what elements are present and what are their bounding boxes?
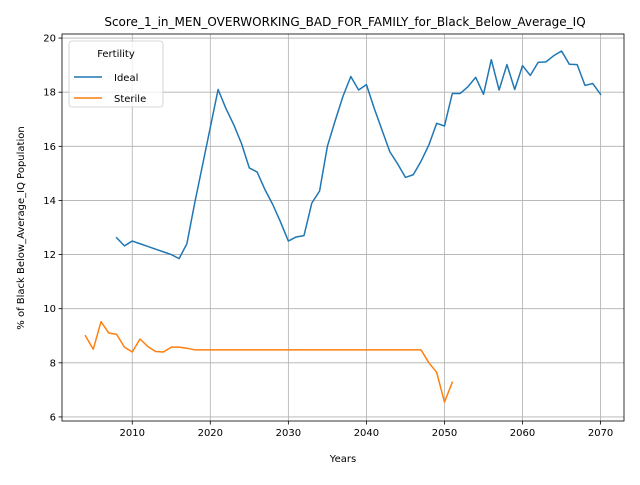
x-tick-label: 2060 — [510, 428, 535, 439]
legend-box — [68, 40, 164, 108]
y-tick-label: 12 — [43, 250, 56, 261]
y-tick-label: 20 — [43, 34, 56, 45]
grid — [62, 34, 624, 421]
y-axis-label: % of Black Below_Average_IQ Population — [16, 126, 27, 329]
series-line-ideal — [115, 50, 602, 260]
x-tick-label: 2050 — [432, 428, 457, 439]
legend-label-sterile: Sterile — [114, 94, 146, 105]
series-lines — [84, 50, 602, 403]
y-tick-label: 16 — [43, 142, 56, 153]
y-tick-label: 10 — [43, 304, 56, 315]
y-tick-label: 8 — [50, 358, 56, 369]
y-tick-label: 6 — [50, 412, 56, 423]
y-axis: 6 8 10 12 14 16 18 20 — [43, 34, 62, 423]
x-axis: 2010 2020 2030 2040 2050 2060 2070 — [120, 421, 613, 439]
y-tick-label: 14 — [43, 196, 56, 207]
x-tick-label: 2010 — [120, 428, 145, 439]
x-tick-label: 2070 — [588, 428, 613, 439]
chart-title: Score_1_in_MEN_OVERWORKING_BAD_FOR_FAMIL… — [104, 15, 585, 29]
legend: Fertility Ideal Sterile — [68, 40, 164, 108]
legend-label-ideal: Ideal — [114, 73, 138, 84]
x-tick-label: 2040 — [354, 428, 379, 439]
x-axis-label: Years — [329, 454, 356, 465]
series-line-sterile — [84, 320, 454, 403]
plot-frame — [61, 33, 625, 422]
legend-title: Fertility — [97, 49, 135, 60]
x-tick-label: 2030 — [276, 428, 301, 439]
y-tick-label: 18 — [43, 88, 56, 99]
x-tick-label: 2020 — [198, 428, 223, 439]
